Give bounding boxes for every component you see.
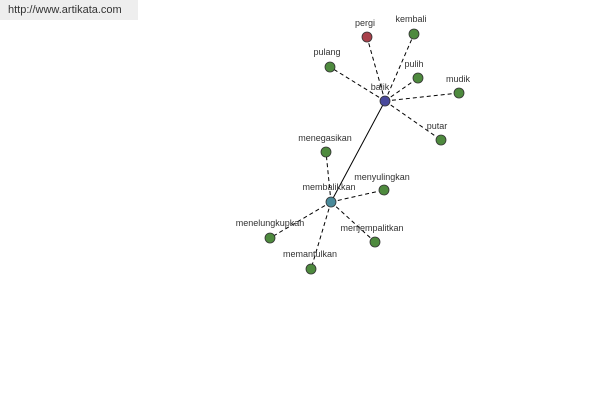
node	[435, 134, 447, 146]
node	[412, 72, 424, 84]
edge	[384, 92, 460, 102]
node	[264, 232, 276, 244]
node-label: kembali	[395, 14, 426, 24]
node-label: menelungkupkan	[236, 218, 305, 228]
node-label: menyulingkan	[354, 172, 410, 182]
node-label: menegasikan	[298, 133, 352, 143]
node-label: menjempalitkan	[340, 223, 403, 233]
node	[320, 146, 332, 158]
node	[378, 184, 390, 196]
node-label: pulih	[404, 59, 423, 69]
edge	[329, 66, 386, 102]
node	[379, 95, 391, 107]
edge	[384, 100, 442, 141]
edge	[384, 33, 415, 102]
edge	[330, 100, 386, 203]
edge	[330, 189, 385, 203]
node-label: memantulkan	[283, 249, 337, 259]
node-label: mudik	[446, 74, 471, 84]
node	[408, 28, 420, 40]
edge	[310, 201, 332, 270]
node-label: balik	[371, 82, 390, 92]
node	[361, 31, 373, 43]
edge	[330, 201, 376, 243]
node	[324, 61, 336, 73]
node	[369, 236, 381, 248]
node-label: pergi	[355, 18, 375, 28]
node	[305, 263, 317, 275]
node-label: pulang	[313, 47, 340, 57]
node-label: membalikkan	[302, 182, 355, 192]
site-link[interactable]: http://www.artikata.com	[0, 0, 138, 20]
edge	[269, 201, 332, 239]
node-label: putar	[427, 121, 448, 131]
edge	[325, 151, 332, 203]
node	[325, 196, 337, 208]
node	[453, 87, 465, 99]
